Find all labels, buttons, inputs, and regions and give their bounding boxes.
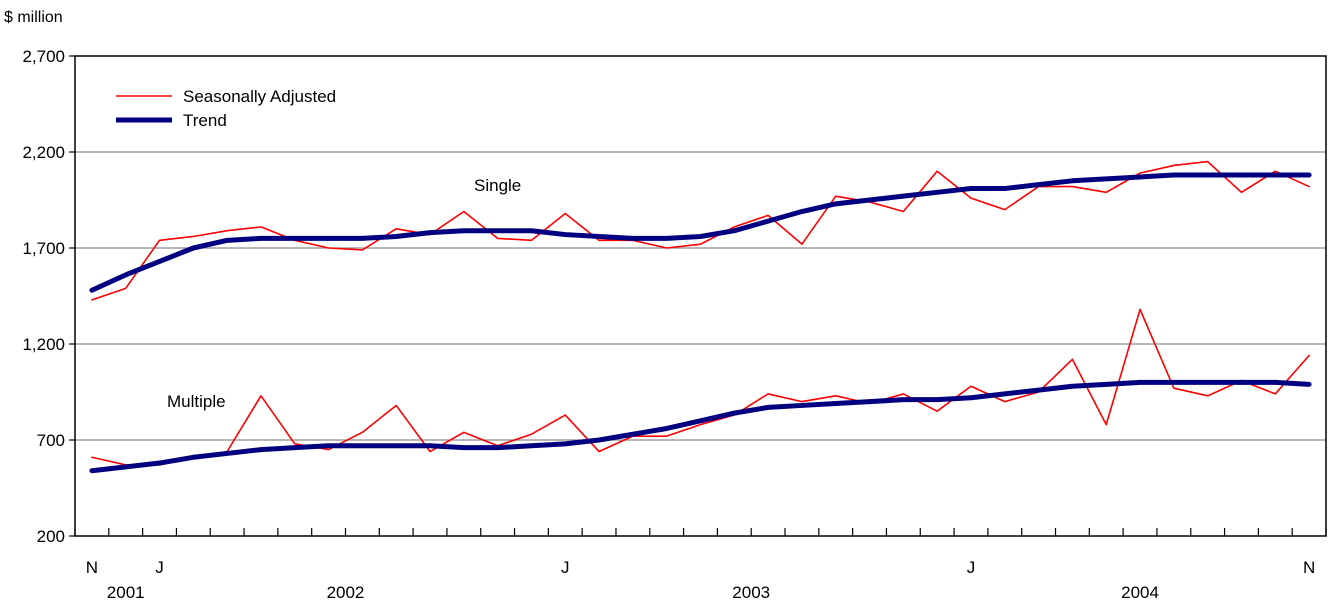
series-line-single-seasonally-adjusted: [91, 160, 1310, 301]
gridlines: [75, 151, 1326, 441]
x-year-label: 2002: [327, 583, 365, 602]
x-tick-label: N: [86, 558, 98, 577]
y-axis: 200 700 1,200 1,700 2,200 2,700: [22, 47, 75, 546]
y-tick-label: 2,200: [22, 143, 65, 162]
x-axis: N J J J N 2001 2002 2003 2004: [74, 528, 1327, 602]
x-year-label: 2004: [1121, 583, 1159, 602]
plot-frame: [74, 55, 1327, 537]
legend-label-seasonally-adjusted: Seasonally Adjusted: [183, 87, 336, 106]
legend: Seasonally Adjusted Trend: [116, 87, 336, 130]
series-line-multiple-seasonally-adjusted: [91, 308, 1310, 466]
series: [89, 160, 1312, 474]
legend-label-trend: Trend: [183, 111, 227, 130]
series-line-single-trend: [89, 172, 1312, 293]
x-year-label: 2003: [732, 583, 770, 602]
y-tick-label: 1,700: [22, 239, 65, 258]
series-line-multiple-trend: [89, 379, 1312, 474]
y-tick-label: 200: [37, 527, 65, 546]
y-tick-label: 1,200: [22, 335, 65, 354]
annotation-single: Single: [474, 176, 521, 195]
x-tick-label: J: [967, 558, 976, 577]
y-axis-unit-label: $ million: [4, 9, 63, 26]
x-year-label: 2001: [107, 583, 145, 602]
x-tick-label: J: [155, 558, 164, 577]
x-tick-label: J: [561, 558, 570, 577]
y-tick-label: 700: [37, 431, 65, 450]
x-tick-label: N: [1303, 558, 1315, 577]
annotation-multiple: Multiple: [167, 392, 226, 411]
y-tick-label: 2,700: [22, 47, 65, 66]
